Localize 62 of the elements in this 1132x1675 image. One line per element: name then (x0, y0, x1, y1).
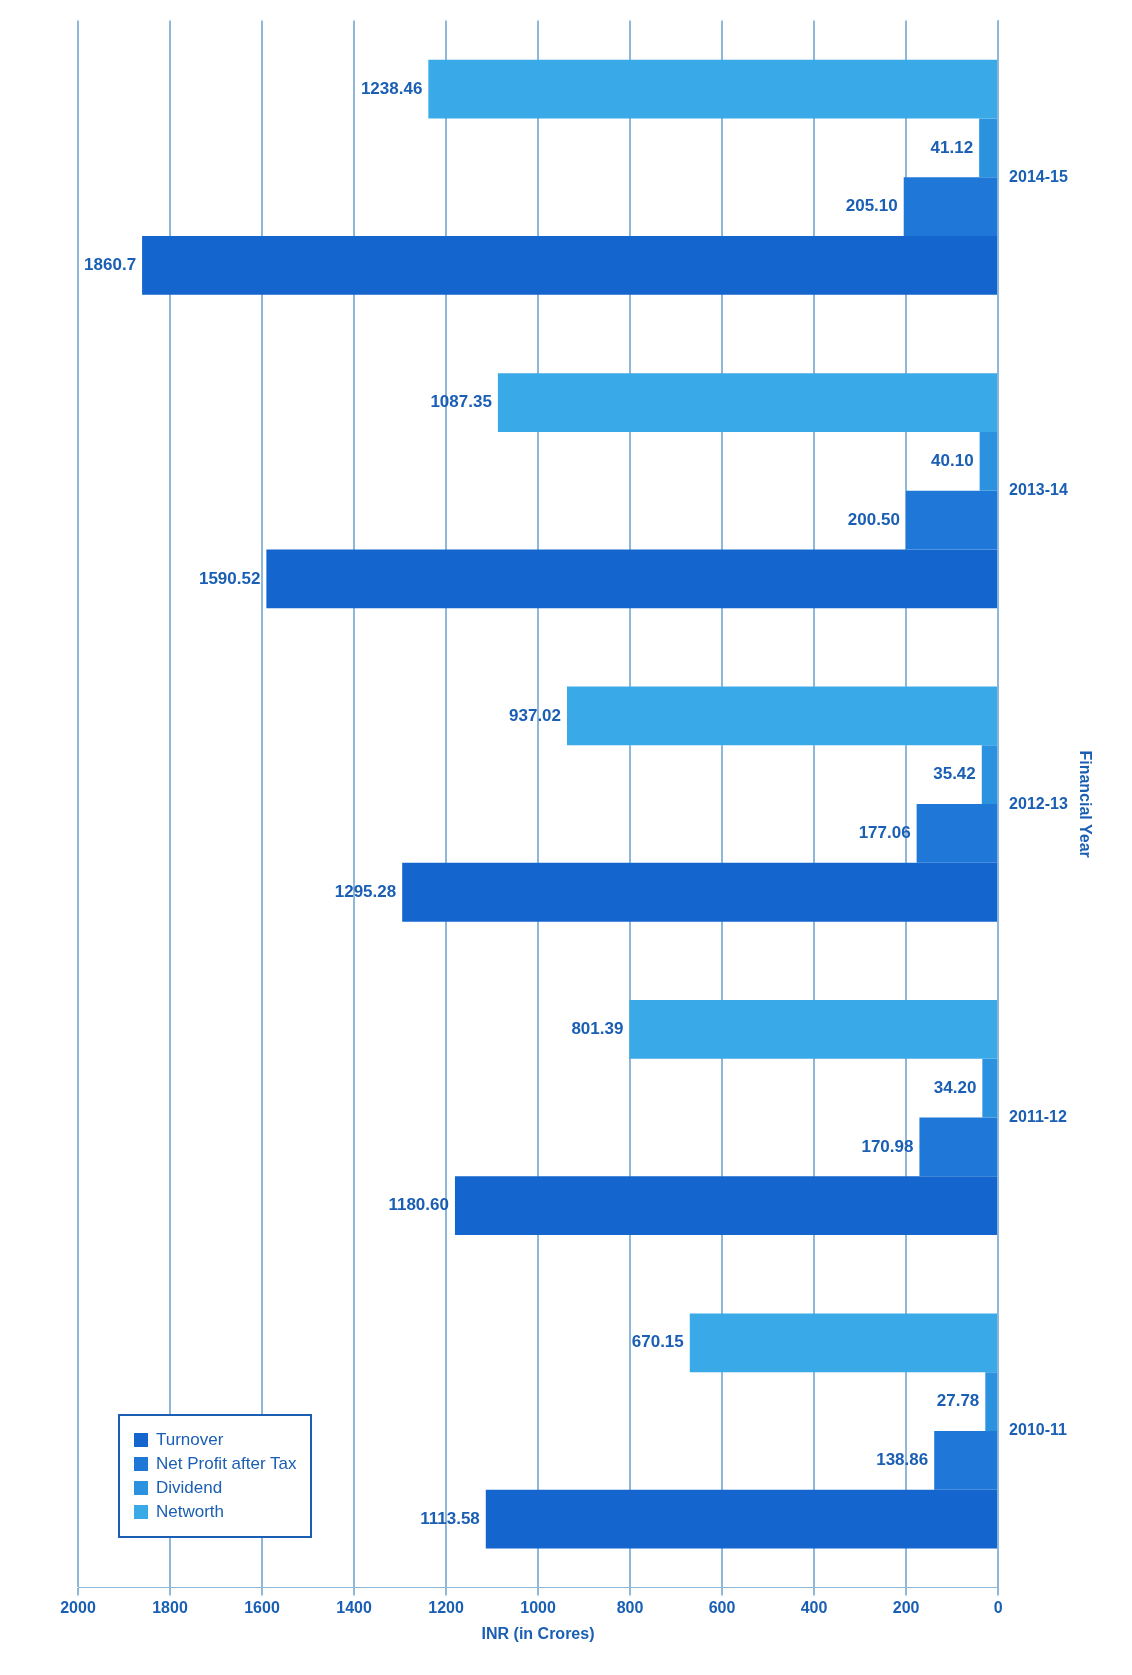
bar (567, 686, 998, 746)
bar (903, 177, 998, 237)
bar (981, 745, 998, 805)
bar (934, 1430, 998, 1490)
x-tick-label: 400 (800, 1598, 828, 1616)
x-tick-label: 200 (892, 1598, 920, 1616)
bar (979, 118, 998, 178)
data-label: 1238.46 (360, 78, 423, 98)
bar (916, 804, 998, 863)
x-tick-label: 1200 (428, 1598, 464, 1616)
data-label: 138.86 (876, 1449, 929, 1469)
y-tick-label: 2012-13 (1009, 794, 1068, 812)
bar (919, 1117, 998, 1177)
bar (142, 236, 998, 295)
data-label: 937.02 (509, 705, 562, 725)
y-tick-label: 2011-12 (1009, 1107, 1068, 1125)
x-tick-label: 2000 (60, 1598, 96, 1616)
data-label: 40.10 (931, 451, 974, 471)
x-tick-label: 800 (616, 1598, 644, 1616)
legend-label: Networth (156, 1502, 225, 1522)
data-label: 41.12 (930, 137, 974, 157)
x-tick-label: 600 (708, 1598, 736, 1616)
y-tick-label: 2014-15 (1009, 167, 1068, 185)
data-label: 1113.58 (420, 1508, 480, 1528)
data-label: 35.42 (933, 764, 976, 784)
legend-label: Net Profit after Tax (156, 1454, 297, 1474)
data-label: 801.39 (571, 1019, 624, 1039)
bar (485, 1489, 998, 1549)
data-label: 1295.28 (334, 881, 397, 901)
data-label: 205.10 (845, 196, 898, 216)
x-tick-label: 1600 (244, 1598, 280, 1616)
x-axis-title: INR (in Crores) (481, 1624, 595, 1642)
data-label: 170.98 (861, 1136, 914, 1156)
bar (402, 862, 998, 922)
data-label: 177.06 (858, 823, 911, 843)
data-label: 1860.7 (84, 255, 137, 275)
bar (454, 1176, 998, 1236)
bar (982, 1058, 998, 1118)
bar (979, 431, 998, 491)
data-label: 670.15 (631, 1332, 684, 1352)
y-tick-label: 2010-11 (1009, 1421, 1068, 1439)
data-label: 1087.35 (430, 392, 492, 412)
bar (905, 490, 998, 550)
data-label: 200.50 (847, 509, 900, 529)
bar (428, 59, 998, 119)
legend-label: Turnover (156, 1430, 224, 1450)
x-tick-label: 1000 (520, 1598, 556, 1616)
bar (629, 999, 998, 1059)
bar (266, 549, 998, 609)
x-tick-label: 1800 (152, 1598, 188, 1616)
data-label: 34.20 (933, 1077, 977, 1097)
data-label: 1180.60 (388, 1195, 449, 1215)
bar (689, 1313, 998, 1373)
data-label: 27.78 (936, 1391, 980, 1411)
x-tick-label: 0 (993, 1598, 1003, 1616)
bar (497, 373, 998, 432)
y-axis-title: Financial Year (1076, 750, 1094, 858)
legend-label: Dividend (156, 1478, 223, 1498)
bar (985, 1372, 998, 1431)
y-tick-label: 2013-14 (1009, 481, 1068, 499)
x-tick-label: 1400 (336, 1598, 372, 1616)
data-label: 1590.52 (198, 568, 261, 588)
